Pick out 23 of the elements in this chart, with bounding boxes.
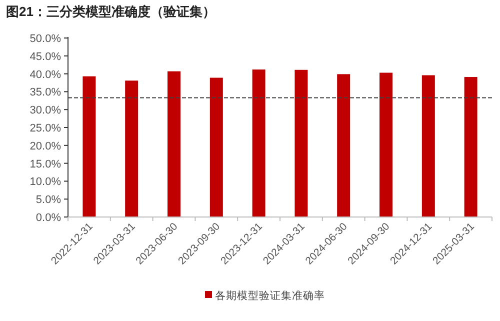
bar bbox=[422, 75, 435, 217]
y-tick-label: 10.0% bbox=[30, 176, 62, 188]
chart-title: 图21：三分类模型准确度（验证集） bbox=[6, 4, 216, 19]
bar bbox=[294, 70, 308, 217]
y-tick-label: 50.0% bbox=[30, 33, 62, 45]
bar bbox=[464, 77, 478, 217]
bar bbox=[252, 70, 266, 217]
bar bbox=[210, 78, 223, 217]
y-tick-label: 5.0% bbox=[36, 194, 62, 206]
y-tick-label: 0.0% bbox=[36, 212, 62, 224]
y-tick-label: 30.0% bbox=[30, 104, 62, 117]
bar bbox=[380, 72, 392, 217]
legend: 各期模型验证集准确率 bbox=[205, 290, 325, 302]
y-tick-label: 35.0% bbox=[30, 86, 62, 99]
y-tick-label: 20.0% bbox=[30, 140, 62, 152]
bar bbox=[337, 74, 350, 217]
y-tick-label: 40.0% bbox=[30, 68, 62, 81]
bar bbox=[125, 80, 138, 217]
y-tick-label: 15.0% bbox=[30, 158, 62, 170]
y-tick-label: 45.0% bbox=[30, 50, 62, 63]
bar bbox=[168, 71, 180, 217]
y-tick-label: 25.0% bbox=[30, 122, 62, 134]
bar bbox=[82, 76, 96, 217]
